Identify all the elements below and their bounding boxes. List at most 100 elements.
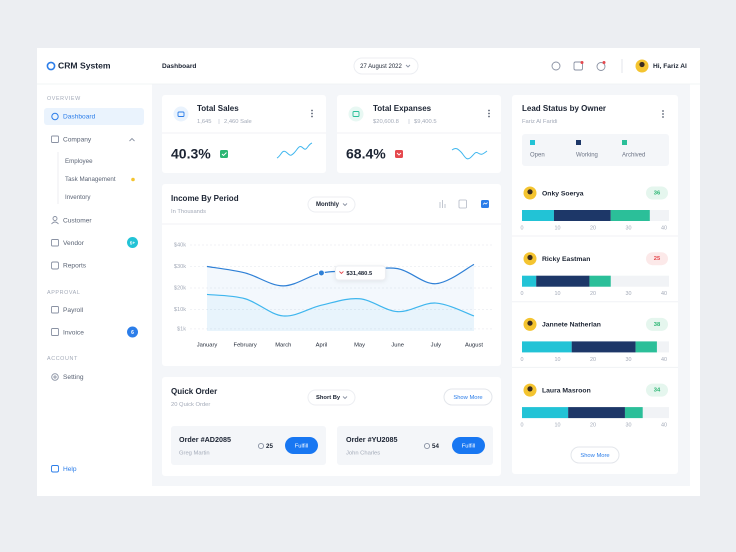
help-link[interactable]: Help: [63, 466, 77, 473]
nav-item[interactable]: Company: [63, 136, 92, 143]
nav-icon: [51, 328, 59, 336]
fulfill-button[interactable]: [452, 437, 485, 454]
order-card: [337, 426, 493, 465]
menu-dots[interactable]: [311, 109, 313, 118]
order-customer: Greg Martin: [179, 451, 210, 457]
nav-icon: [51, 306, 59, 314]
nav-icon: [52, 216, 58, 221]
stat-card: [162, 95, 326, 173]
clock-icon: [257, 442, 265, 450]
order-count: 54: [432, 443, 439, 450]
x-tick-label: July: [431, 343, 441, 349]
stat-title: Total Sales: [197, 104, 239, 113]
search-icon[interactable]: [551, 61, 561, 71]
bar-segment: [635, 341, 657, 353]
y-tick-label: $1k: [177, 326, 186, 332]
logo-icon: [46, 61, 56, 71]
nav-item[interactable]: Dashboard: [63, 113, 96, 120]
x-tick-label: 0: [521, 225, 524, 231]
x-tick-label: 10: [555, 423, 561, 429]
section-title: ACCOUNT: [47, 356, 78, 362]
legend-swatch: [530, 140, 535, 145]
x-tick-label: 20: [590, 423, 596, 429]
panel-subtitle: In Thousands: [171, 209, 206, 215]
bar-segment: [589, 275, 611, 287]
fulfill-button[interactable]: [285, 437, 318, 454]
highlight-point: [317, 269, 325, 277]
nav-icon: [53, 375, 57, 379]
stat-value: 40.3%: [171, 146, 211, 162]
show-more-button[interactable]: [443, 388, 493, 406]
line-view-icon[interactable]: [481, 200, 489, 208]
nav-icon: [51, 221, 59, 225]
order-count: 25: [266, 443, 273, 450]
avatar-face: [527, 320, 533, 326]
x-tick-label: 0: [521, 291, 524, 297]
mail-icon[interactable]: [573, 61, 583, 71]
y-tick-label: $30k: [174, 264, 186, 270]
notification-icon[interactable]: [596, 62, 606, 71]
bar-segment: [536, 275, 590, 287]
bar-segment: [610, 210, 650, 221]
trend-glyph: [396, 152, 402, 156]
nav-item[interactable]: Reports: [63, 262, 87, 269]
badge-text: 6: [131, 330, 134, 336]
order-id: Order #YU2085: [346, 435, 398, 444]
tooltip-text: $31,480.5: [346, 271, 373, 277]
area-view-icon[interactable]: [458, 199, 467, 209]
nav-item[interactable]: Customer: [63, 217, 92, 224]
stat-icon-glyph: [352, 111, 360, 117]
nav-item[interactable]: Setting: [63, 374, 84, 381]
sort-text: Short By: [316, 395, 341, 401]
badge-text: 5+: [130, 240, 136, 246]
filter-text: Monthly: [316, 202, 340, 208]
sparkline: [451, 148, 488, 160]
nav-icon: [51, 239, 59, 247]
panel-subtitle: Fariz Al Faridi: [522, 119, 557, 125]
show-more-button[interactable]: [570, 446, 620, 464]
sort-filter[interactable]: [307, 389, 356, 406]
x-tick-label: 30: [626, 423, 632, 429]
mail-dot: [580, 61, 584, 64]
bar-segment: [522, 210, 554, 221]
nav-item[interactable]: Payroll: [63, 307, 84, 314]
section-title: OVERVIEW: [47, 96, 81, 102]
owner-name: Onky Soerya: [542, 190, 584, 197]
period-filter[interactable]: [307, 196, 356, 213]
user-greeting: Hi, Fariz Al: [653, 63, 687, 70]
x-tick-label: April: [316, 343, 328, 349]
nav-subitem[interactable]: Task Management: [65, 176, 116, 183]
x-tick-label: 40: [661, 225, 667, 231]
x-tick-label: 30: [626, 357, 632, 363]
nav-subitem[interactable]: Employee: [65, 158, 93, 165]
x-tick-label: 40: [661, 357, 667, 363]
nav-icon: [51, 135, 59, 143]
avatar-face: [527, 189, 533, 195]
nav-item[interactable]: Vendor: [63, 240, 85, 247]
x-tick-label: 0: [521, 423, 524, 429]
stat-detail: $20,600.8: [373, 119, 399, 125]
nav-badge: [127, 326, 138, 338]
trend-badge: [395, 150, 403, 158]
area: [207, 294, 474, 331]
menu-dots[interactable]: [662, 110, 664, 118]
legend-box: [522, 134, 669, 166]
legend-swatch: [622, 140, 627, 145]
owner-name: Laura Masroon: [542, 387, 591, 394]
bar-view-icon[interactable]: [439, 200, 446, 208]
nav-badge: [127, 237, 138, 248]
x-tick-label: 20: [590, 225, 596, 231]
x-tick-label: 10: [555, 225, 561, 231]
menu-dots[interactable]: [488, 109, 490, 118]
line-view-glyph: [482, 202, 488, 205]
legend-label: Working: [576, 153, 598, 159]
trend-badge: [220, 150, 228, 158]
owner-name: Ricky Eastman: [542, 256, 590, 263]
tooltip: [334, 265, 386, 281]
date-picker[interactable]: [353, 57, 419, 75]
nav-subitem[interactable]: Inventory: [65, 194, 91, 201]
total-text: 34: [654, 388, 661, 394]
nav-item[interactable]: Invoice: [63, 329, 84, 336]
total-badge: [646, 252, 668, 266]
